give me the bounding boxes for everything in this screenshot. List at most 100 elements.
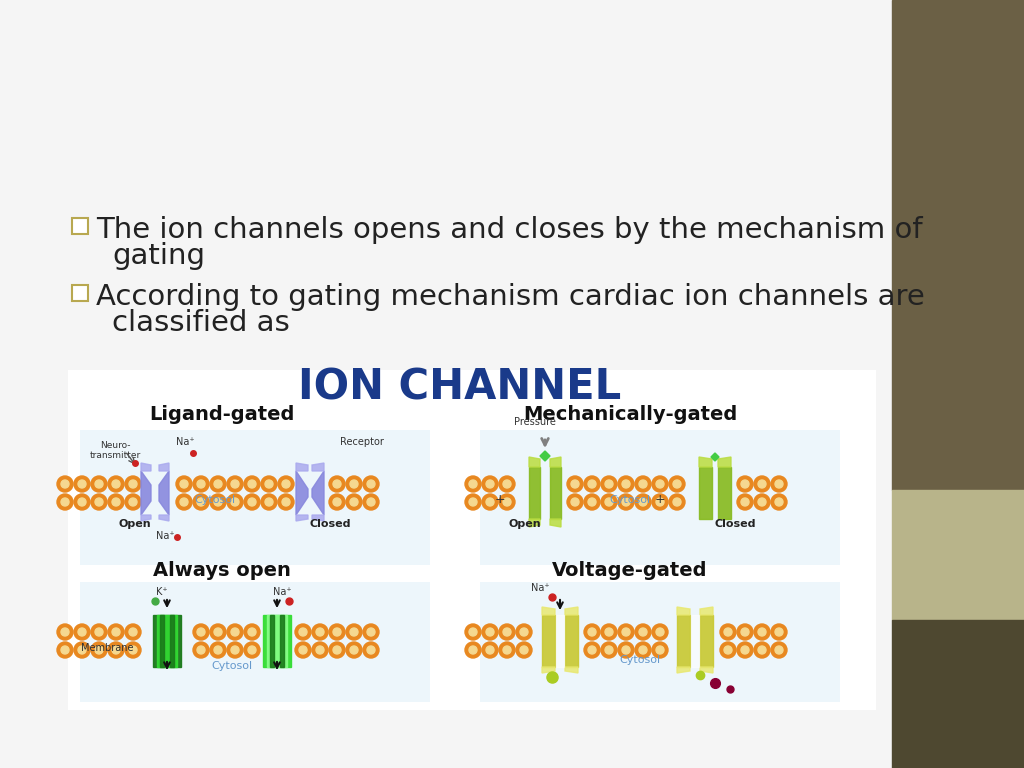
Bar	[68, 370, 876, 710]
Circle shape	[231, 646, 239, 654]
Circle shape	[499, 494, 515, 510]
Circle shape	[758, 646, 766, 654]
Text: Cytosol: Cytosol	[195, 495, 236, 505]
Bar	[0, 0, 900, 768]
Circle shape	[282, 498, 290, 506]
Circle shape	[180, 498, 188, 506]
Circle shape	[639, 498, 647, 506]
Polygon shape	[529, 467, 540, 519]
Circle shape	[486, 646, 494, 654]
Circle shape	[210, 476, 226, 492]
Polygon shape	[296, 515, 308, 521]
Bar	[160, 615, 164, 667]
Circle shape	[112, 646, 120, 654]
Circle shape	[265, 498, 273, 506]
Circle shape	[129, 498, 137, 506]
Circle shape	[74, 642, 90, 658]
Bar	[892, 620, 1024, 768]
Circle shape	[333, 498, 341, 506]
Bar	[72, 218, 88, 234]
Text: K⁺: K⁺	[157, 587, 168, 597]
Circle shape	[465, 624, 481, 640]
Circle shape	[516, 624, 532, 640]
Circle shape	[771, 494, 787, 510]
Circle shape	[244, 476, 260, 492]
Text: Pressure: Pressure	[514, 417, 556, 427]
Circle shape	[176, 476, 193, 492]
Circle shape	[737, 476, 753, 492]
Circle shape	[350, 498, 358, 506]
Polygon shape	[550, 457, 561, 467]
Circle shape	[244, 642, 260, 658]
Polygon shape	[542, 615, 555, 667]
Circle shape	[244, 624, 260, 640]
Circle shape	[350, 480, 358, 488]
Circle shape	[741, 646, 749, 654]
Text: Receptor: Receptor	[340, 437, 384, 447]
Circle shape	[265, 480, 273, 488]
Polygon shape	[159, 471, 169, 515]
Circle shape	[108, 476, 124, 492]
Polygon shape	[677, 615, 690, 667]
Text: Na⁺: Na⁺	[530, 583, 549, 593]
Circle shape	[652, 642, 668, 658]
Circle shape	[248, 628, 256, 636]
Circle shape	[95, 480, 103, 488]
Circle shape	[346, 642, 362, 658]
Text: Ligand-gated: Ligand-gated	[150, 406, 295, 425]
Circle shape	[486, 628, 494, 636]
Circle shape	[112, 480, 120, 488]
Circle shape	[193, 642, 209, 658]
Circle shape	[571, 498, 579, 506]
Circle shape	[95, 646, 103, 654]
Bar	[270, 615, 274, 667]
Circle shape	[231, 480, 239, 488]
Circle shape	[622, 628, 630, 636]
Circle shape	[362, 494, 379, 510]
Circle shape	[754, 494, 770, 510]
Circle shape	[584, 642, 600, 658]
Circle shape	[503, 498, 511, 506]
Circle shape	[499, 624, 515, 640]
Circle shape	[367, 646, 375, 654]
Circle shape	[61, 498, 69, 506]
Circle shape	[635, 494, 651, 510]
Text: +: +	[495, 493, 505, 506]
Circle shape	[278, 494, 294, 510]
Circle shape	[346, 494, 362, 510]
Polygon shape	[141, 471, 151, 515]
Circle shape	[125, 642, 141, 658]
Circle shape	[78, 498, 86, 506]
Circle shape	[108, 624, 124, 640]
Bar	[480, 582, 840, 702]
Circle shape	[197, 628, 205, 636]
Circle shape	[571, 480, 579, 488]
Circle shape	[567, 476, 583, 492]
Circle shape	[588, 498, 596, 506]
Circle shape	[622, 498, 630, 506]
Circle shape	[669, 476, 685, 492]
Text: Membrane: Membrane	[81, 643, 133, 653]
Circle shape	[618, 494, 634, 510]
Polygon shape	[159, 463, 169, 471]
Polygon shape	[700, 667, 713, 673]
Text: +: +	[654, 493, 666, 506]
Circle shape	[652, 624, 668, 640]
Text: According to gating mechanism cardiac ion channels are: According to gating mechanism cardiac io…	[96, 283, 925, 311]
Circle shape	[503, 646, 511, 654]
Circle shape	[601, 494, 617, 510]
Polygon shape	[550, 519, 561, 527]
Circle shape	[210, 494, 226, 510]
Polygon shape	[565, 667, 578, 673]
Circle shape	[78, 646, 86, 654]
Circle shape	[61, 628, 69, 636]
Circle shape	[622, 646, 630, 654]
Circle shape	[754, 476, 770, 492]
Circle shape	[758, 480, 766, 488]
Circle shape	[618, 476, 634, 492]
Circle shape	[197, 498, 205, 506]
Circle shape	[754, 624, 770, 640]
Text: Voltage-gated: Voltage-gated	[552, 561, 708, 580]
Polygon shape	[718, 457, 731, 467]
Circle shape	[486, 498, 494, 506]
